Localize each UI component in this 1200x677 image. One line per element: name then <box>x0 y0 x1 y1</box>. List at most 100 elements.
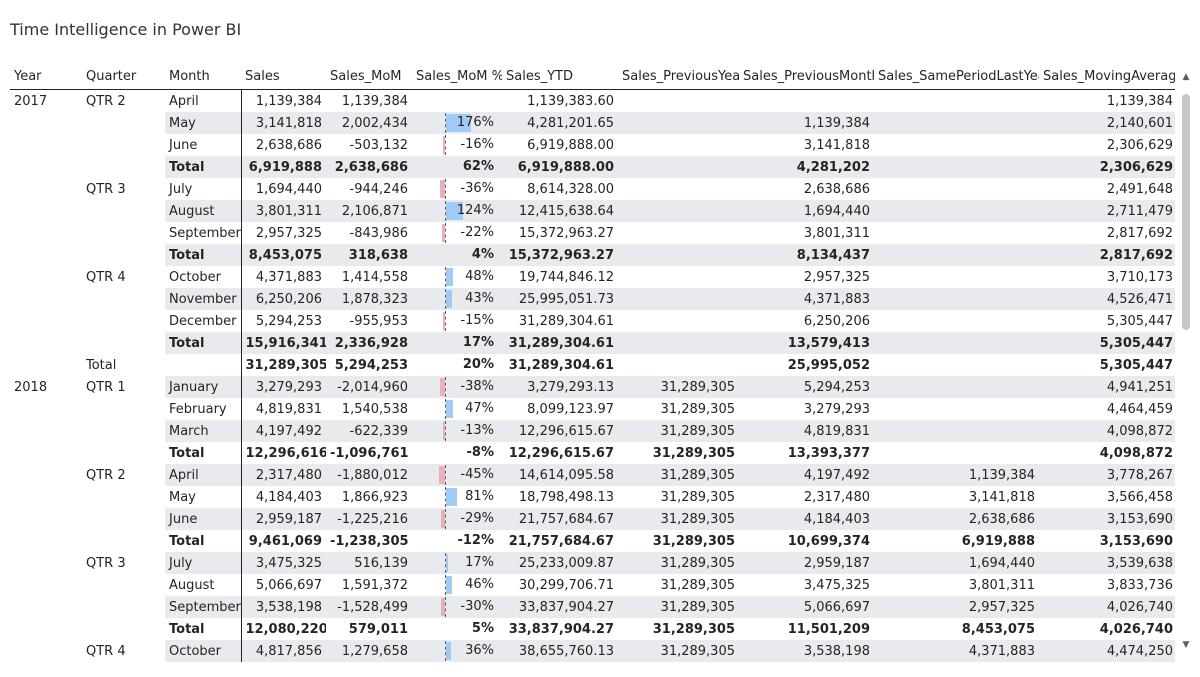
year-cell <box>10 112 82 134</box>
sales-previous-year-cell: 31,289,305 <box>660 401 735 417</box>
column-header-sales-previous-month[interactable]: Sales_PreviousMonth <box>739 63 874 90</box>
year-cell <box>10 530 82 552</box>
data-bar-axis <box>445 487 446 507</box>
sales-ytd-cell: 25,995,051.73 <box>502 288 618 310</box>
sales-ytd-cell: 18,798,498.13 <box>518 489 614 505</box>
sales-cell: 3,475,325 <box>240 552 326 574</box>
month-cell: December <box>169 313 237 329</box>
sales-mom-pct-cell: -30% <box>412 596 502 618</box>
sales-mom-pct-value: 5% <box>471 621 494 636</box>
vertical-scrollbar[interactable]: ▲ ▼ <box>1179 68 1193 658</box>
quarter-cell <box>82 332 165 354</box>
quarter-cell <box>82 596 165 618</box>
negative-data-bar <box>442 312 445 330</box>
sales-ytd-cell: 1,139,383.60 <box>527 93 614 109</box>
table-row: February 4,819,831 1,540,538 47% 8,099,123.9… <box>10 398 1175 420</box>
year-cell <box>10 442 82 464</box>
sales-mom-pct-cell: -38% <box>412 376 502 398</box>
sales-moving-average-cell: 1,139,384 <box>1106 93 1173 109</box>
positive-data-bar <box>446 554 449 572</box>
sales-cell: 4,371,883 <box>240 266 326 288</box>
matrix-visual[interactable]: Year Quarter Month Sales Sales_MoM Sales… <box>10 63 1175 667</box>
sales-same-period-last-year-cell <box>874 354 1039 376</box>
sales-same-period-last-year-cell <box>874 310 1039 332</box>
sales-mom-pct-cell: 4% <box>412 244 502 266</box>
scroll-thumb[interactable] <box>1182 94 1190 330</box>
sales-previous-year-cell: 31,289,305 <box>618 596 739 618</box>
positive-data-bar <box>446 400 453 418</box>
column-header-sales-moving-average[interactable]: Sales_MovingAverage <box>1039 63 1175 90</box>
quarter-cell: QTR 1 <box>86 379 126 395</box>
sales-same-period-last-year-cell <box>874 420 1039 442</box>
year-cell <box>10 266 82 288</box>
sales-previous-year-cell <box>618 354 739 376</box>
year-cell <box>10 310 82 332</box>
sales-moving-average-cell: 3,778,267 <box>1039 464 1175 486</box>
sales-mom-pct-value: -16% <box>460 137 494 152</box>
sales-same-period-last-year-cell: 6,919,888 <box>961 533 1035 549</box>
month-cell: Total <box>169 621 205 637</box>
sales-previous-month-cell: 4,371,883 <box>739 288 874 310</box>
sales-mom-cell: 516,139 <box>326 552 412 574</box>
column-header-sales-ytd[interactable]: Sales_YTD <box>502 63 618 90</box>
column-header-sales-mom[interactable]: Sales_MoM <box>326 63 412 90</box>
sales-cell: 8,453,075 <box>240 244 326 266</box>
sales-mom-pct-value: 47% <box>465 401 494 416</box>
year-cell <box>10 134 82 156</box>
sales-mom-cell: 1,878,323 <box>326 288 412 310</box>
quarter-total-row: Total 12,296,616 -1,096,761 -8% 12,296,615.6… <box>10 442 1175 464</box>
sales-moving-average-cell: 5,305,447 <box>1099 357 1173 373</box>
column-header-sales[interactable]: Sales <box>241 63 326 90</box>
sales-mom-pct-cell: -45% <box>412 464 502 486</box>
column-header-month[interactable]: Month <box>165 63 241 90</box>
scroll-down-icon[interactable]: ▼ <box>1182 640 1190 650</box>
column-header-sales-same-period-last-year[interactable]: Sales_SamePeriodLastYear <box>874 63 1039 90</box>
sales-ytd-cell: 15,372,963.27 <box>502 244 618 266</box>
quarter-total-row: Total 8,453,075 318,638 4% 15,372,963.27 8,13… <box>10 244 1175 266</box>
table-row: August 3,801,311 2,106,871 124% 12,415,638.6… <box>10 200 1175 222</box>
data-bar-axis <box>445 201 446 221</box>
sales-moving-average-cell: 3,710,173 <box>1106 269 1173 285</box>
year-cell <box>10 244 82 266</box>
sales-mom-cell: 2,638,686 <box>326 156 412 178</box>
sales-previous-month-cell <box>739 90 874 113</box>
report-title: Time Intelligence in Power BI <box>10 20 242 39</box>
sales-ytd-cell: 25,233,009.87 <box>502 552 618 574</box>
negative-data-bar <box>442 136 445 154</box>
column-header-quarter[interactable]: Quarter <box>82 63 165 90</box>
scroll-up-icon[interactable]: ▲ <box>1182 72 1190 82</box>
sales-moving-average-cell: 3,566,458 <box>1106 489 1173 505</box>
quarter-cell: QTR 2 <box>86 467 126 483</box>
sales-same-period-last-year-cell <box>874 266 1039 288</box>
sales-previous-year-cell: 31,289,305 <box>618 640 739 662</box>
sales-ytd-cell: 15,372,963.27 <box>518 225 614 241</box>
sales-mom-pct-cell: -36% <box>412 178 502 200</box>
data-bar-axis <box>445 223 446 243</box>
sales-same-period-last-year-cell <box>874 222 1039 244</box>
column-header-sales-previous-year[interactable]: Sales_PreviousYear <box>618 63 739 90</box>
negative-data-bar <box>440 598 445 616</box>
sales-mom-pct-cell: 176% <box>412 112 502 134</box>
sales-moving-average-cell: 3,153,690 <box>1099 533 1173 549</box>
quarter-cell <box>82 508 165 530</box>
column-header-sales-mom-pct[interactable]: Sales_MoM % <box>412 63 502 90</box>
data-bar-axis <box>445 399 446 419</box>
sales-previous-year-cell <box>618 90 739 113</box>
sales-mom-pct-value: -30% <box>460 599 494 614</box>
sales-cell: 2,638,686 <box>240 134 326 156</box>
sales-moving-average-cell: 2,306,629 <box>1039 156 1175 178</box>
sales-ytd-cell: 3,279,293.13 <box>502 376 618 398</box>
negative-data-bar <box>443 422 445 440</box>
table-row: QTR 3 July 3,475,325 516,139 17% 25,233,009.8… <box>10 552 1175 574</box>
month-cell: October <box>169 269 222 285</box>
sales-previous-month-cell: 3,475,325 <box>803 577 870 593</box>
sales-mom-pct-cell: 36% <box>412 640 502 662</box>
negative-data-bar <box>438 466 445 484</box>
sales-mom-cell: 5,294,253 <box>334 357 408 373</box>
sales-previous-month-cell: 13,393,377 <box>787 445 870 461</box>
sales-previous-year-cell <box>618 266 739 288</box>
data-bar-axis <box>445 377 446 397</box>
sales-mom-cell: -1,528,499 <box>326 596 412 618</box>
table-row: August 5,066,697 1,591,372 46% 30,299,706.71… <box>10 574 1175 596</box>
column-header-year[interactable]: Year <box>10 63 82 90</box>
